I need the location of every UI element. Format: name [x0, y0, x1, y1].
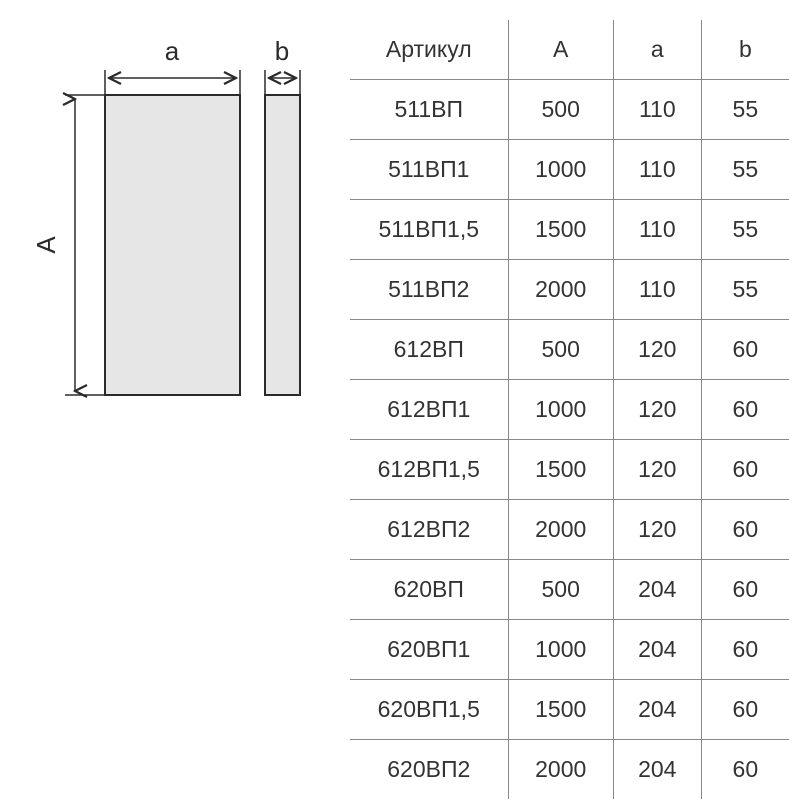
- table-cell: 204: [613, 740, 701, 800]
- table-cell: 1500: [508, 680, 613, 740]
- table-cell: 120: [613, 320, 701, 380]
- dim-A-label: A: [31, 236, 61, 254]
- col-header-b: b: [701, 20, 789, 80]
- table-cell: 500: [508, 80, 613, 140]
- dimension-diagram: a b A: [10, 20, 350, 780]
- table-row: 620ВП1,5150020460: [350, 680, 789, 740]
- diagram-svg: a b A: [30, 30, 330, 430]
- table-cell: 60: [701, 440, 789, 500]
- table-cell: 55: [701, 80, 789, 140]
- table-cell: 1500: [508, 440, 613, 500]
- table-row: 612ВП1,5150012060: [350, 440, 789, 500]
- table-row: 511ВП2200011055: [350, 260, 789, 320]
- table-cell: 1000: [508, 620, 613, 680]
- table-cell: 511ВП: [350, 80, 508, 140]
- table-cell: 60: [701, 740, 789, 800]
- table-cell: 60: [701, 620, 789, 680]
- table-cell: 60: [701, 680, 789, 740]
- side-view-rect: [265, 95, 300, 395]
- dimensions-table: Артикул A a b 511ВП50011055511ВП11000110…: [350, 20, 789, 799]
- table-cell: 120: [613, 500, 701, 560]
- table-cell: 511ВП2: [350, 260, 508, 320]
- table-cell: 612ВП1,5: [350, 440, 508, 500]
- table-row: 511ВП50011055: [350, 80, 789, 140]
- table-row: 612ВП2200012060: [350, 500, 789, 560]
- table-cell: 120: [613, 440, 701, 500]
- table-cell: 204: [613, 680, 701, 740]
- table-cell: 612ВП1: [350, 380, 508, 440]
- table-cell: 110: [613, 80, 701, 140]
- table-cell: 620ВП2: [350, 740, 508, 800]
- table-cell: 1000: [508, 380, 613, 440]
- col-header-A: A: [508, 20, 613, 80]
- table-cell: 612ВП2: [350, 500, 508, 560]
- dim-b-label: b: [275, 36, 289, 66]
- table-cell: 500: [508, 320, 613, 380]
- table-cell: 110: [613, 200, 701, 260]
- table-header-row: Артикул A a b: [350, 20, 789, 80]
- col-header-a: a: [613, 20, 701, 80]
- table-cell: 60: [701, 320, 789, 380]
- table-cell: 120: [613, 380, 701, 440]
- table-cell: 500: [508, 560, 613, 620]
- table-row: 612ВП1100012060: [350, 380, 789, 440]
- dim-a-label: a: [165, 36, 180, 66]
- table-cell: 204: [613, 620, 701, 680]
- table-cell: 612ВП: [350, 320, 508, 380]
- table-cell: 620ВП1,5: [350, 680, 508, 740]
- table-cell: 620ВП: [350, 560, 508, 620]
- front-view-rect: [105, 95, 240, 395]
- table-cell: 2000: [508, 260, 613, 320]
- table-row: 511ВП1,5150011055: [350, 200, 789, 260]
- table-cell: 620ВП1: [350, 620, 508, 680]
- table-cell: 60: [701, 500, 789, 560]
- col-header-article: Артикул: [350, 20, 508, 80]
- table-cell: 110: [613, 140, 701, 200]
- table-cell: 2000: [508, 740, 613, 800]
- table-row: 620ВП1100020460: [350, 620, 789, 680]
- table-row: 620ВП50020460: [350, 560, 789, 620]
- table-cell: 511ВП1,5: [350, 200, 508, 260]
- table-cell: 2000: [508, 500, 613, 560]
- table-cell: 55: [701, 140, 789, 200]
- dimensions-table-wrapper: Артикул A a b 511ВП50011055511ВП11000110…: [350, 20, 799, 780]
- table-cell: 1000: [508, 140, 613, 200]
- table-cell: 204: [613, 560, 701, 620]
- table-cell: 110: [613, 260, 701, 320]
- table-cell: 55: [701, 260, 789, 320]
- table-cell: 60: [701, 560, 789, 620]
- table-cell: 60: [701, 380, 789, 440]
- table-cell: 511ВП1: [350, 140, 508, 200]
- table-row: 620ВП2200020460: [350, 740, 789, 800]
- table-row: 612ВП50012060: [350, 320, 789, 380]
- table-cell: 55: [701, 200, 789, 260]
- table-row: 511ВП1100011055: [350, 140, 789, 200]
- table-cell: 1500: [508, 200, 613, 260]
